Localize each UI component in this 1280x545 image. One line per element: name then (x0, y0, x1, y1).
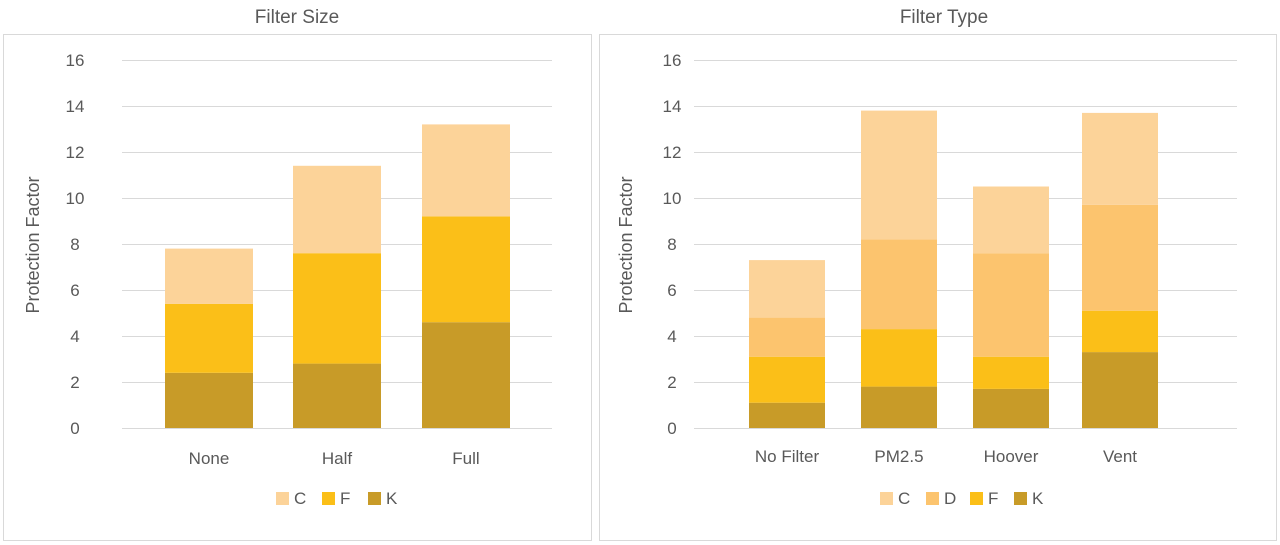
legend-label-k: K (1032, 489, 1044, 508)
chart-filter-size: Filter Size Protection Factor 0 2 4 6 8 10 12 1… (3, 7, 592, 541)
x-tick-label: Full (452, 449, 479, 468)
y-tick-label: 14 (66, 97, 85, 116)
x-tick-label: No Filter (755, 447, 820, 466)
y-tick-label: 14 (663, 97, 682, 116)
bar-segment-d (749, 317, 825, 357)
bar-segment-c (293, 165, 381, 254)
bar-segment-c (861, 110, 937, 240)
legend-swatch-c (880, 492, 893, 505)
bar-segment-k (973, 388, 1049, 428)
bar-segment-f (293, 253, 381, 364)
y-tick-labels: 0 2 4 6 8 10 12 14 16 (66, 51, 85, 438)
bars (749, 110, 1158, 428)
bar-segment-c (749, 260, 825, 318)
bar-segment-k (1082, 352, 1158, 428)
bar-segment-f (1082, 310, 1158, 353)
legend-swatch-f (322, 492, 335, 505)
bar-segment-f (422, 216, 510, 323)
category-labels: No Filter PM2.5 Hoover Vent (755, 447, 1137, 466)
bar-segment-f (165, 303, 253, 373)
legend-label-c: C (294, 489, 306, 508)
chart-filter-type: Filter Type Protection Factor 0 2 4 6 8 10 12 1… (599, 7, 1277, 541)
x-tick-label: Hoover (984, 447, 1039, 466)
bar-segment-d (1082, 204, 1158, 311)
x-tick-label: Half (322, 449, 353, 468)
bar-segment-d (861, 239, 937, 330)
legend-label-f: F (988, 489, 998, 508)
y-tick-label: 0 (667, 419, 676, 438)
legend-swatch-c (276, 492, 289, 505)
legend-label-d: D (944, 489, 956, 508)
legend-swatch-f (970, 492, 983, 505)
y-tick-label: 12 (66, 143, 85, 162)
y-tick-label: 2 (667, 373, 676, 392)
bar-segment-k (422, 322, 510, 428)
y-tick-label: 4 (70, 327, 79, 346)
bar-segment-c (973, 186, 1049, 254)
y-tick-label: 10 (66, 189, 85, 208)
chart-title: Filter Size (255, 7, 339, 28)
y-tick-label: 16 (663, 51, 682, 70)
bar-segment-d (973, 253, 1049, 357)
y-tick-label: 6 (667, 281, 676, 300)
y-axis-title: Protection Factor (23, 176, 43, 313)
bar-segment-k (861, 386, 937, 428)
y-tick-label: 0 (70, 419, 79, 438)
legend-swatch-k (368, 492, 381, 505)
legend-label-c: C (898, 489, 910, 508)
bar-segment-k (749, 402, 825, 428)
y-tick-labels: 0 2 4 6 8 10 12 14 16 (663, 51, 682, 438)
y-tick-label: 10 (663, 189, 682, 208)
y-axis-title: Protection Factor (616, 176, 636, 313)
chart-frame (599, 34, 1277, 541)
bar-segment-k (165, 372, 253, 428)
y-tick-label: 8 (667, 235, 676, 254)
bar-segment-f (749, 356, 825, 403)
bar-segment-c (165, 248, 253, 304)
legend-swatch-k (1014, 492, 1027, 505)
bar-segment-f (973, 356, 1049, 389)
x-tick-label: PM2.5 (874, 447, 923, 466)
legend-swatch-d (926, 492, 939, 505)
y-tick-label: 4 (667, 327, 676, 346)
bars (165, 124, 510, 428)
bar-segment-f (861, 329, 937, 387)
bar-segment-c (422, 124, 510, 217)
bar-segment-k (293, 363, 381, 428)
y-tick-label: 16 (66, 51, 85, 70)
category-labels: None Half Full (189, 449, 480, 468)
legend-label-f: F (340, 489, 350, 508)
legend-label-k: K (386, 489, 398, 508)
y-tick-label: 6 (70, 281, 79, 300)
y-tick-label: 2 (70, 373, 79, 392)
x-tick-label: None (189, 449, 230, 468)
chart-title: Filter Type (900, 7, 988, 28)
y-tick-label: 8 (70, 235, 79, 254)
bar-segment-c (1082, 112, 1158, 205)
x-tick-label: Vent (1103, 447, 1137, 466)
y-tick-label: 12 (663, 143, 682, 162)
